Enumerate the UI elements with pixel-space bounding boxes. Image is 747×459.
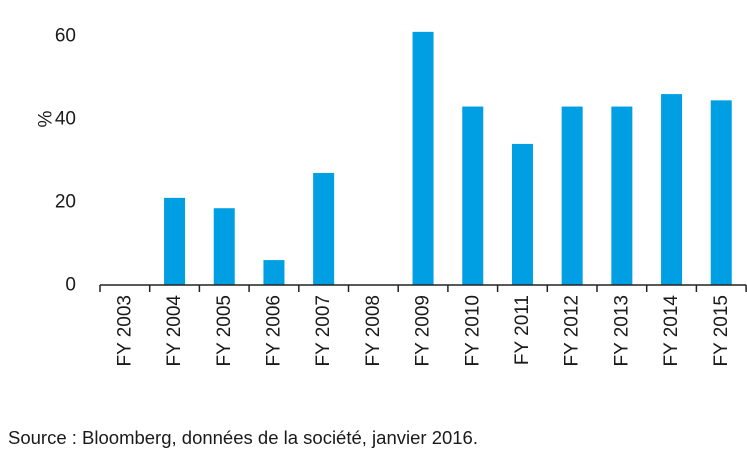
bar bbox=[462, 106, 484, 285]
bars bbox=[164, 31, 732, 285]
x-axis-labels: FY 2003 FY 2004 FY 2005 FY 2006 FY 2007 FY 20… bbox=[114, 295, 731, 367]
bar bbox=[213, 208, 235, 285]
bar bbox=[412, 31, 434, 285]
x-tick-label: FY 2010 bbox=[462, 295, 483, 366]
y-tick-label: 60 bbox=[55, 26, 76, 47]
x-tick-label: FY 2006 bbox=[263, 295, 284, 366]
x-tick-label: FY 2003 bbox=[114, 295, 135, 366]
bar bbox=[611, 106, 633, 285]
bar bbox=[661, 94, 683, 285]
source-note: Source : Bloomberg, données de la sociét… bbox=[8, 427, 478, 448]
bar bbox=[164, 197, 186, 285]
bar bbox=[263, 260, 285, 285]
x-tick-label: FY 2012 bbox=[562, 295, 583, 366]
x-axis-tick-marks bbox=[99, 285, 747, 292]
bar bbox=[511, 143, 533, 285]
x-tick-label: FY 2004 bbox=[164, 295, 185, 367]
bar bbox=[561, 106, 583, 285]
x-tick-label: FY 2007 bbox=[313, 295, 334, 366]
x-tick-label: FY 2009 bbox=[413, 295, 434, 366]
x-tick-label: FY 2014 bbox=[661, 295, 682, 367]
bar bbox=[710, 100, 732, 285]
x-tick-label: FY 2005 bbox=[214, 295, 235, 366]
y-tick-label: 40 bbox=[55, 109, 76, 130]
bar bbox=[313, 172, 335, 285]
y-tick-label: 0 bbox=[65, 275, 76, 296]
x-tick-label: FY 2011 bbox=[512, 295, 533, 365]
y-tick-label: 20 bbox=[55, 192, 76, 213]
x-tick-label: FY 2008 bbox=[363, 295, 384, 366]
y-axis-ticks: 0 20 40 60 bbox=[55, 26, 76, 296]
y-axis-label: % bbox=[36, 110, 57, 127]
x-tick-label: FY 2013 bbox=[611, 295, 632, 366]
x-tick-label: FY 2015 bbox=[711, 295, 732, 366]
